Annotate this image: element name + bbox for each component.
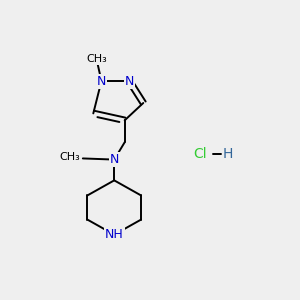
Text: N: N — [125, 74, 134, 88]
Text: Cl: Cl — [194, 147, 207, 161]
Text: H: H — [223, 147, 233, 161]
Text: N: N — [97, 74, 106, 88]
Text: CH₃: CH₃ — [86, 54, 107, 64]
Text: NH: NH — [105, 228, 124, 241]
Text: CH₃: CH₃ — [60, 152, 80, 162]
Text: N: N — [110, 153, 119, 166]
